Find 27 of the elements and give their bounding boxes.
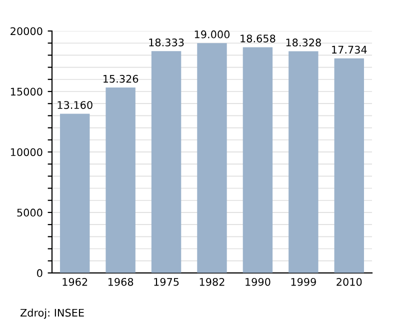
x-tick-label: 1982 — [200, 278, 224, 286]
x-tick-label: 1968 — [108, 278, 134, 286]
bar — [106, 88, 136, 273]
x-tick-label: 1962 — [62, 278, 88, 286]
data-label: 18.658 — [240, 34, 276, 42]
x-tick-label: 1999 — [291, 278, 316, 286]
bar — [288, 51, 318, 273]
bar — [242, 47, 273, 273]
data-label: 19.000 — [194, 30, 230, 38]
data-label: 13.160 — [58, 101, 92, 109]
y-tick-label: 5000 — [17, 208, 42, 217]
y-tick-label: 20000 — [10, 27, 42, 36]
data-label: 18.333 — [149, 38, 184, 46]
y-tick-label: 10000 — [10, 148, 42, 156]
data-label: 17.734 — [332, 46, 367, 54]
x-tick-label: 1990 — [246, 278, 270, 286]
y-tick-label: 0 — [37, 269, 42, 278]
bar — [151, 51, 182, 273]
data-label: 18.328 — [286, 38, 321, 46]
x-tick-label: 2010 — [336, 278, 362, 286]
text: Zdroj: INSEE — [20, 308, 84, 319]
bar — [197, 43, 227, 273]
x-tick-label: 1975 — [154, 278, 179, 286]
y-tick-label: 15000 — [10, 88, 42, 96]
bar — [334, 58, 364, 273]
data-label: 15.326 — [103, 74, 138, 83]
bar — [60, 114, 90, 273]
